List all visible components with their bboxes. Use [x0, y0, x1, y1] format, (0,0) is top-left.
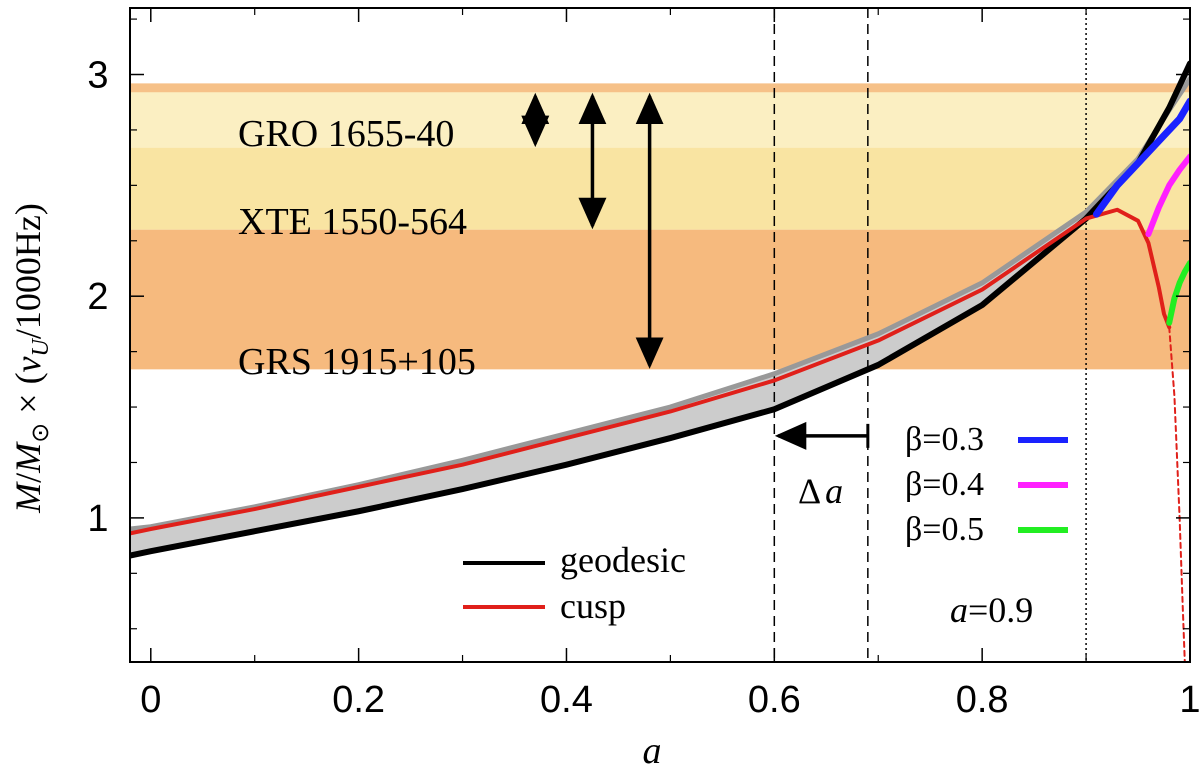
delta-a-arrow [774, 421, 870, 450]
series-line--0-5 [1166, 259, 1190, 326]
x-tick-label: 0.2 [332, 679, 385, 721]
beta-legend: β=0.3 β=0.4 β=0.5 [905, 421, 1068, 548]
band-3 [130, 83, 1190, 93]
legend-label-geodesic: geodesic [560, 540, 686, 580]
plot-frame [129, 7, 1191, 663]
range-arrows [521, 92, 664, 369]
beta-label-0.4: β=0.4 [905, 466, 984, 503]
a-value-var: a [950, 590, 968, 630]
series-line--0-3 [1092, 97, 1190, 218]
a-value-rest: =0.9 [968, 590, 1033, 630]
x-tick-label: 0.4 [540, 679, 593, 721]
x-tick-label: 0 [140, 679, 161, 721]
delta-variable: a [825, 471, 843, 511]
a-value-label: a=0.9 [950, 590, 1033, 630]
y-axis-title: M/M⊙ × (νU/1000Hz) [8, 203, 54, 514]
ylabel-Msun: M [8, 441, 48, 474]
band-label-grs: GRS 1915+105 [238, 341, 476, 383]
ylabel-M: M [8, 481, 48, 514]
ylabel-sun-subscript: ⊙ [28, 423, 54, 443]
x-axis-title: a [643, 730, 662, 769]
band-label-xte: XTE 1550-564 [238, 201, 467, 243]
ylabel-nu-subscript: U [28, 337, 54, 356]
ylabel-times: × ( [8, 372, 48, 422]
vertical-lines [773, 8, 1087, 662]
series-line-cusp-dashed [1168, 326, 1186, 662]
x-tick-label: 0.6 [748, 679, 801, 721]
y-tick-label: 3 [87, 55, 108, 97]
x-tick-label: 0.8 [956, 679, 1009, 721]
series-layer [130, 60, 1190, 662]
series-line--0-4 [1145, 153, 1190, 238]
axis-ticks: 0 0.2 0.4 0.6 0.8 1 1 2 3 [87, 8, 1200, 721]
beta-label-0.5: β=0.5 [905, 511, 984, 548]
x-tick-label: 1 [1179, 679, 1200, 721]
beta-label-0.3: β=0.3 [905, 421, 984, 458]
ylabel-slash: / [8, 473, 48, 483]
y-tick-label: 2 [87, 276, 108, 318]
series-line-cusp [130, 207, 1172, 536]
legend: geodesic cusp [463, 540, 686, 626]
delta-symbol: Δ [798, 471, 821, 511]
y-tick-label: 1 [87, 498, 108, 540]
ylabel-tail: /1000Hz) [8, 203, 48, 339]
legend-label-cusp: cusp [560, 586, 626, 626]
band-label-gro: GRO 1655-40 [238, 113, 454, 155]
ylabel-nu: ν [8, 356, 48, 372]
